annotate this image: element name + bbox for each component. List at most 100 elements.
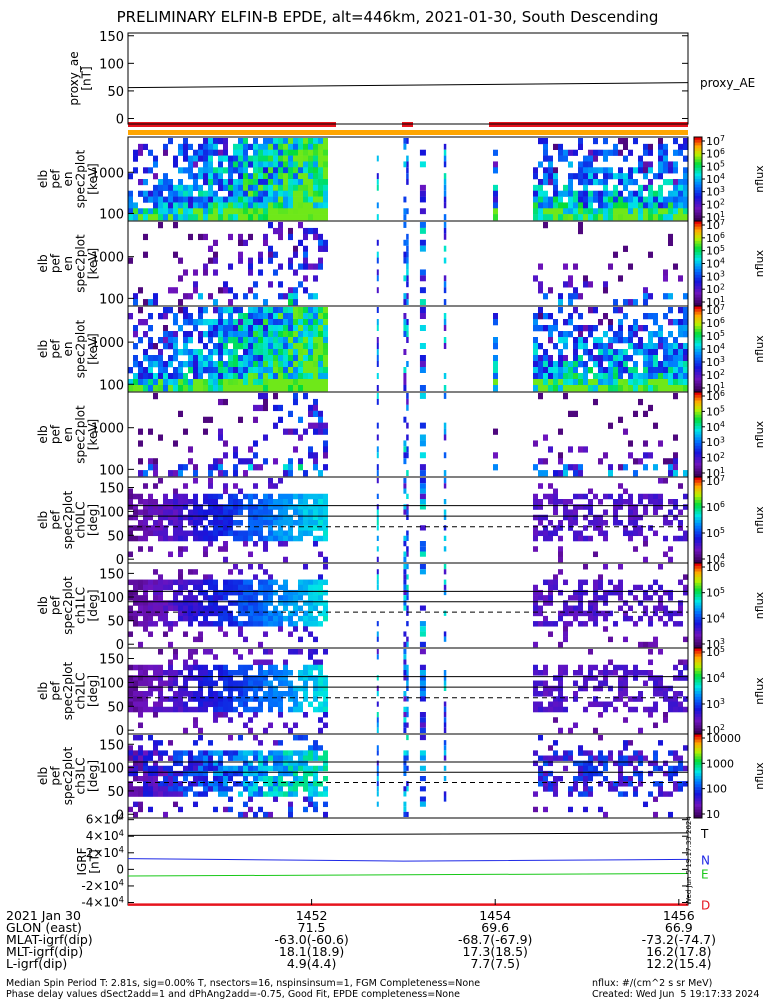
spectrogram-cell bbox=[143, 190, 148, 197]
spectrogram-cell bbox=[273, 691, 278, 697]
spectrogram-cell bbox=[268, 313, 273, 320]
spectrogram-cell bbox=[233, 520, 238, 526]
spectrogram-cell bbox=[238, 750, 243, 756]
spectrogram-cell bbox=[678, 349, 683, 356]
spectrogram-cell bbox=[133, 535, 138, 542]
spectrogram-cell bbox=[213, 664, 218, 671]
spectrogram-cell bbox=[178, 786, 183, 792]
spectrogram-cell bbox=[138, 675, 143, 681]
spectrogram-cell bbox=[253, 504, 258, 510]
spectrogram-cell bbox=[173, 379, 178, 386]
spectrogram-cell bbox=[403, 589, 407, 596]
spectrogram-cell bbox=[683, 361, 688, 368]
spectrogram-cell bbox=[263, 379, 268, 386]
spectrogram-cell bbox=[653, 509, 658, 516]
spectrogram-cell bbox=[558, 525, 563, 531]
spectrogram-cell bbox=[643, 452, 648, 459]
axis-label-line: spec2plot bbox=[61, 661, 75, 720]
spectrogram-cell bbox=[128, 190, 133, 197]
spectrogram-cell bbox=[148, 755, 153, 761]
spectrogram-cell bbox=[603, 595, 608, 601]
spectrogram-cell bbox=[173, 222, 178, 229]
spectrogram-cell bbox=[308, 355, 313, 362]
spectrogram-cell bbox=[533, 584, 538, 591]
spectrogram-cell bbox=[563, 621, 568, 627]
spectrogram-cell bbox=[213, 464, 218, 471]
spectrogram-cell bbox=[143, 755, 148, 761]
spectrogram-cell bbox=[648, 208, 653, 215]
spectrogram-cell bbox=[598, 579, 603, 586]
spectrogram-cell bbox=[183, 464, 188, 471]
y-tick-label: 0 bbox=[116, 638, 124, 653]
spectrogram-cell bbox=[158, 184, 163, 192]
spectrogram-cell bbox=[568, 275, 573, 282]
spectrogram-cell bbox=[188, 649, 193, 655]
spectrogram-cell bbox=[208, 385, 213, 392]
spectrogram-cell bbox=[193, 493, 198, 500]
spectrogram-cell bbox=[158, 222, 163, 229]
spectrogram-cell bbox=[233, 184, 238, 192]
spectrogram-cell bbox=[633, 621, 638, 627]
spectrogram-cell bbox=[608, 385, 613, 392]
spectrogram-cell bbox=[218, 504, 223, 510]
colorbar-segment bbox=[694, 443, 702, 447]
spectrogram-cell bbox=[223, 781, 228, 787]
spectrogram-cell bbox=[538, 706, 543, 713]
spectrogram-cell bbox=[603, 811, 608, 818]
spectrogram-cell bbox=[243, 685, 248, 692]
spectrogram-cell bbox=[213, 770, 218, 777]
spectrogram-cell bbox=[573, 190, 578, 197]
spectrogram-cell bbox=[683, 325, 688, 332]
spectrogram-cell bbox=[143, 470, 148, 477]
spectrogram-cell bbox=[198, 149, 203, 156]
axis-label-line: spec2plot bbox=[74, 234, 88, 293]
spectrogram-cell bbox=[128, 493, 133, 500]
colorbar-segment bbox=[694, 218, 702, 222]
spectrogram-cell bbox=[243, 589, 248, 596]
spectrogram-cell bbox=[673, 535, 678, 542]
spectrogram-cell bbox=[243, 675, 248, 681]
spectrogram-cell bbox=[173, 161, 178, 168]
spectrogram-cell bbox=[678, 385, 683, 392]
spectrogram-cell bbox=[248, 706, 253, 713]
spectrogram-cell bbox=[168, 514, 173, 521]
spectrogram-cell bbox=[678, 621, 683, 627]
spectrogram-cell bbox=[273, 393, 278, 400]
colorbar-tick-label: 100 bbox=[706, 783, 727, 796]
spectrogram-cell bbox=[168, 385, 173, 392]
spectrogram-cell bbox=[283, 464, 288, 471]
spectrogram-cell bbox=[148, 313, 153, 320]
spectrogram-cell bbox=[188, 579, 193, 586]
spectrogram-cell bbox=[138, 470, 143, 477]
spectrogram-cell bbox=[288, 631, 293, 637]
spectrogram-cell bbox=[183, 631, 188, 637]
spectrogram-cell bbox=[283, 385, 288, 392]
spectrogram-cell bbox=[163, 509, 168, 516]
spectrogram-cell bbox=[238, 589, 243, 596]
spectrogram-cell bbox=[308, 173, 313, 180]
spectrogram-cell bbox=[658, 361, 663, 368]
spectrogram-cell bbox=[278, 349, 283, 356]
spectrogram-cell bbox=[573, 367, 578, 374]
spectrogram-cell bbox=[403, 196, 407, 203]
spectrogram-cell bbox=[298, 755, 303, 761]
spectrogram-cell bbox=[578, 385, 583, 392]
spectrogram-cell bbox=[253, 765, 258, 772]
spectrogram-cell bbox=[168, 520, 173, 526]
spectrogram-cell bbox=[293, 760, 298, 767]
spectrogram-cell bbox=[543, 385, 548, 392]
spectrogram-cell bbox=[163, 214, 168, 221]
spectrogram-cell bbox=[323, 179, 328, 186]
spectrogram-cell bbox=[243, 458, 248, 465]
spectrogram-cell bbox=[543, 138, 548, 145]
spectrogram-cell bbox=[608, 263, 613, 270]
spectrogram-cell bbox=[298, 319, 303, 326]
spectrogram-cell bbox=[323, 589, 328, 596]
spectrogram-cell bbox=[258, 696, 263, 702]
spectrogram-cell bbox=[406, 675, 409, 681]
spectrogram-cell bbox=[578, 776, 583, 782]
spectrogram-cell bbox=[203, 701, 208, 708]
spectrogram-cell bbox=[403, 551, 407, 557]
spectrogram-cell bbox=[238, 325, 243, 332]
spectrogram-cell bbox=[148, 373, 153, 380]
